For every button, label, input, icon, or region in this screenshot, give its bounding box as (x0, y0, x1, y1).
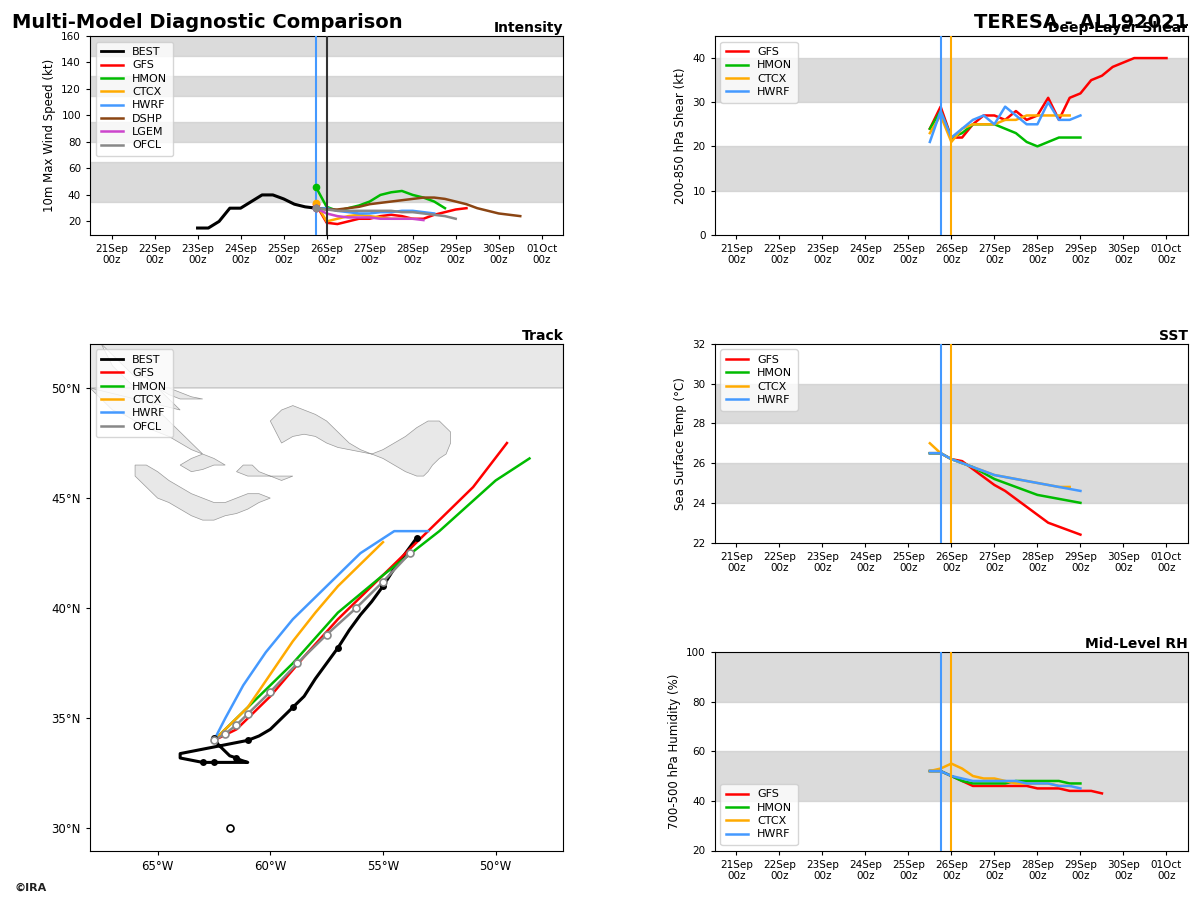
Legend: GFS, HMON, CTCX, HWRF: GFS, HMON, CTCX, HWRF (720, 349, 798, 410)
Legend: GFS, HMON, CTCX, HWRF: GFS, HMON, CTCX, HWRF (720, 784, 798, 845)
Text: Multi-Model Diagnostic Comparison: Multi-Model Diagnostic Comparison (12, 14, 403, 32)
Bar (715, 147, 1188, 191)
Legend: BEST, GFS, HMON, CTCX, HWRF, OFCL: BEST, GFS, HMON, CTCX, HWRF, OFCL (96, 349, 173, 437)
Bar (715, 752, 1188, 801)
Y-axis label: 200-850 hPa Shear (kt): 200-850 hPa Shear (kt) (674, 68, 688, 203)
Polygon shape (270, 406, 450, 476)
Bar (715, 652, 1188, 701)
Y-axis label: Sea Surface Temp (°C): Sea Surface Temp (°C) (674, 377, 686, 509)
Polygon shape (90, 344, 563, 410)
Bar (90, 162, 563, 202)
Bar (715, 464, 1188, 503)
Polygon shape (180, 454, 226, 472)
Text: TERESA - AL192021: TERESA - AL192021 (973, 14, 1188, 32)
Text: Track: Track (522, 328, 563, 343)
Bar (90, 122, 563, 142)
Bar (90, 76, 563, 95)
Polygon shape (236, 465, 293, 481)
Polygon shape (90, 344, 203, 454)
Polygon shape (136, 465, 270, 520)
Bar (90, 36, 563, 56)
Text: Mid-Level RH: Mid-Level RH (1085, 636, 1188, 651)
Text: Intensity: Intensity (493, 21, 563, 35)
Legend: BEST, GFS, HMON, CTCX, HWRF, DSHP, LGEM, OFCL: BEST, GFS, HMON, CTCX, HWRF, DSHP, LGEM,… (96, 41, 173, 156)
Bar (715, 383, 1188, 423)
Bar (715, 58, 1188, 103)
Polygon shape (157, 388, 203, 399)
Legend: GFS, HMON, CTCX, HWRF: GFS, HMON, CTCX, HWRF (720, 41, 798, 103)
Text: Deep-Layer Shear: Deep-Layer Shear (1048, 21, 1188, 35)
Text: ©IRA: ©IRA (14, 883, 47, 893)
Y-axis label: 10m Max Wind Speed (kt): 10m Max Wind Speed (kt) (43, 58, 55, 212)
Text: SST: SST (1159, 328, 1188, 343)
Y-axis label: 700-500 hPa Humidity (%): 700-500 hPa Humidity (%) (667, 673, 680, 829)
